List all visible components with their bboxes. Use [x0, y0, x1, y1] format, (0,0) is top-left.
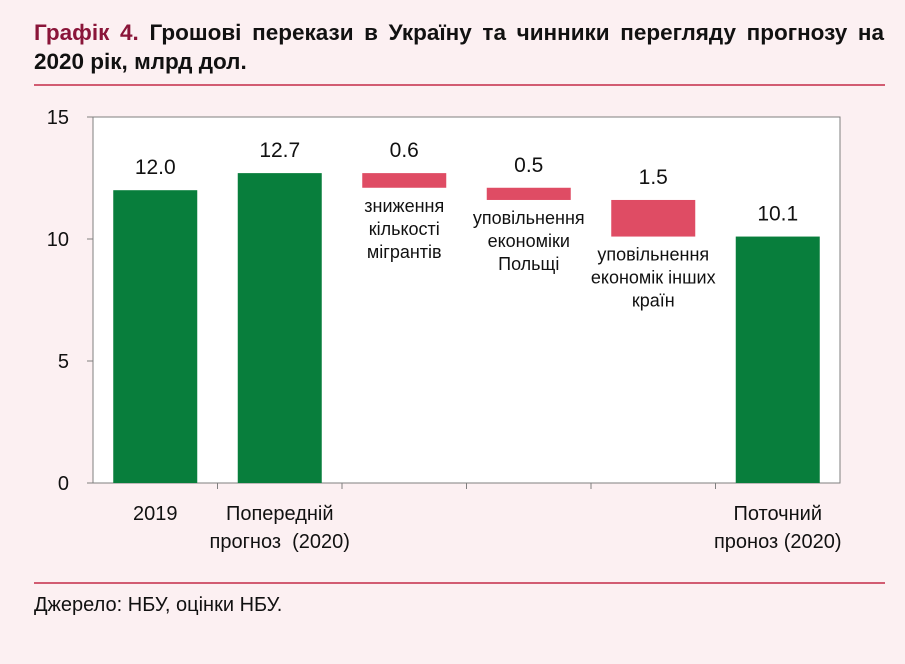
data-label-2: 0.6	[390, 139, 419, 162]
bar-1	[237, 173, 322, 483]
source-note: Джерело: НБУ, оцінки НБУ.	[34, 594, 283, 616]
x-category-label-line: Попередній	[225, 503, 334, 525]
x-category-label-line: прогноз (2020)	[209, 531, 350, 553]
bar-annotation-4-2: країн	[632, 291, 675, 311]
data-label-3: 0.5	[514, 154, 543, 177]
bar-annotation-2-2: мігрантів	[367, 242, 442, 262]
bar-5	[735, 236, 820, 483]
top-rule	[34, 84, 885, 86]
x-category-label-line: 2019	[133, 503, 178, 525]
bar-4	[611, 199, 696, 237]
bar-0	[113, 190, 198, 483]
chart-title: Графік 4. Грошові перекази в Україну та …	[34, 18, 884, 76]
data-label-4: 1.5	[639, 166, 668, 189]
bar-2	[362, 173, 447, 188]
data-label-5: 10.1	[757, 203, 798, 226]
bar-annotation-4-1: економік інших	[591, 268, 716, 288]
y-tick-label-2: 10	[47, 229, 69, 251]
x-category-label-line: Поточний	[733, 503, 823, 525]
data-label-1: 12.7	[259, 139, 300, 162]
y-tick-label-3: 15	[47, 107, 69, 129]
y-tick-label-1: 5	[58, 351, 69, 373]
x-category-label-0: 2019	[65, 500, 245, 528]
bar-annotation-2-0: зниження	[364, 196, 444, 216]
x-category-label-line: проноз (2020)	[713, 531, 842, 553]
waterfall-chart: 0 5 10 15 12.0 12.7 0.6 зниження кількості мігран…	[47, 107, 841, 495]
y-tick-label-0: 0	[58, 473, 69, 495]
bottom-rule	[34, 582, 885, 584]
data-label-0: 12.0	[135, 156, 176, 179]
bar-annotation-3-0: уповільнення	[473, 208, 585, 228]
x-category-label-5: Поточний проноз (2020)	[688, 500, 868, 556]
bar-annotation-3-2: Польщі	[498, 254, 559, 274]
chart-title-prefix: Графік 4.	[34, 20, 139, 45]
x-category-label-1: Попередній прогноз (2020)	[190, 500, 370, 556]
bar-annotation-2-1: кількості	[369, 219, 440, 239]
chart-title-text: Грошові перекази в Україну та чинники пе…	[34, 20, 885, 74]
bar-3	[486, 187, 571, 200]
bar-annotation-3-1: економіки	[488, 231, 570, 251]
plot-area	[92, 116, 841, 484]
bar-annotation-4-0: уповільнення	[597, 245, 709, 265]
